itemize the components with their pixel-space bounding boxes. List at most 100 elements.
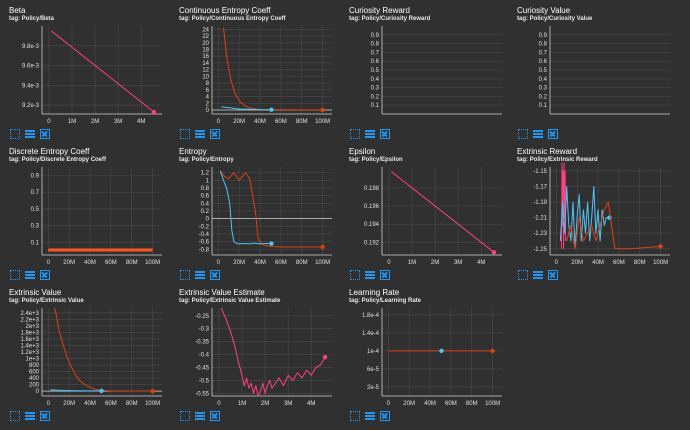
menu-icon[interactable]	[365, 129, 375, 139]
x-tick-label: 100M	[653, 260, 668, 266]
chart-plot[interactable]: 0.192 0.194 0.196 0.198 0 1M 2M 3M 4M	[340, 141, 512, 269]
y-tick-label: 0	[36, 389, 40, 395]
y-tick-label: 2e+3	[25, 324, 39, 330]
y-tick-label: 24	[202, 27, 209, 33]
menu-icon[interactable]	[533, 270, 543, 280]
chart-card-curiosity-reward: Curiosity Reward tag: Policy/Curiosity R…	[340, 0, 512, 143]
chart-plot[interactable]: 02004006008001e+31.2e+31.4e+31.6e+31.8e+…	[0, 282, 172, 410]
chart-plot[interactable]: 0.1 0.2 0.3 0.4 0.5 0.6 0.7 0.8 0.9	[508, 0, 680, 128]
series-line	[219, 170, 272, 245]
menu-icon[interactable]	[25, 411, 35, 421]
series-end-marker	[150, 388, 155, 394]
y-tick-label: -0.55	[195, 391, 209, 397]
chart-plot[interactable]: 9.2e-3 9.4e-3 9.6e-3 9.8e-3 0 1M 2M 3M 4M	[0, 0, 172, 128]
x-tick-label: 4M	[137, 119, 145, 125]
chart-card-extrinsic-value-estimate: Extrinsic Value Estimate tag: Policy/Ext…	[170, 282, 342, 425]
y-tick-label: 10	[202, 74, 209, 80]
chart-plot[interactable]: -0.55 -0.5 -0.45 -0.4 -0.35 -0.3 -0.25 0 1M 2M 3M 4…	[170, 282, 342, 410]
expand-icon[interactable]	[180, 411, 190, 421]
fit-domain-icon[interactable]	[210, 270, 220, 280]
y-tick-label: 14	[202, 61, 209, 67]
fit-domain-icon[interactable]	[210, 411, 220, 421]
chart-plot[interactable]: -1.25 -1.23 -1.21 -1.19 -1.17 -1.15 0 20M 40M 60M…	[508, 141, 680, 269]
chart-tag: tag: Policy/Continuous Entropy Coeff	[179, 16, 286, 22]
x-tick-label: 60M	[105, 401, 117, 407]
x-tick-label: 0	[217, 401, 221, 407]
fit-domain-icon[interactable]	[40, 129, 50, 139]
expand-icon[interactable]	[518, 270, 528, 280]
expand-icon[interactable]	[518, 129, 528, 139]
x-tick-label: 0	[47, 260, 51, 266]
expand-icon[interactable]	[180, 129, 190, 139]
expand-icon[interactable]	[10, 129, 20, 139]
series-end-marker	[490, 348, 495, 354]
fit-domain-icon[interactable]	[210, 129, 220, 139]
menu-icon[interactable]	[195, 129, 205, 139]
y-tick-label: 9.6e-3	[22, 64, 40, 70]
expand-icon[interactable]	[350, 411, 360, 421]
y-tick-label: 16	[202, 54, 209, 60]
y-tick-label: 0.7	[31, 190, 40, 196]
y-tick-label: -1.25	[533, 247, 547, 253]
y-tick-label: 0.9	[539, 33, 548, 39]
x-tick-label: 0	[555, 260, 559, 266]
chart-plot[interactable]: 2e-5 6e-5 1e-4 1.4e-4 1.8e-4 0 20M 40M 60M 80M 100…	[340, 282, 512, 410]
expand-icon[interactable]	[350, 270, 360, 280]
chart-tag: tag: Policy/Beta	[9, 16, 55, 22]
x-tick-label: 20M	[403, 401, 415, 407]
chart-title: Extrinsic Reward	[517, 147, 578, 156]
x-tick-label: 80M	[634, 260, 646, 266]
y-tick-label: 0.1	[31, 240, 40, 246]
fit-domain-icon[interactable]	[548, 270, 558, 280]
fit-domain-icon[interactable]	[380, 129, 390, 139]
y-tick-label: 0.194	[364, 222, 380, 228]
expand-icon[interactable]	[350, 129, 360, 139]
expand-icon[interactable]	[10, 411, 20, 421]
y-tick-label: 0.4	[201, 201, 210, 207]
x-tick-label: 1M	[408, 260, 416, 266]
y-tick-label: 0.2	[371, 94, 380, 100]
chart-card-extrinsic-reward: Extrinsic Reward tag: Policy/Extrinsic R…	[508, 141, 680, 284]
menu-icon[interactable]	[533, 129, 543, 139]
menu-icon[interactable]	[365, 270, 375, 280]
y-tick-label: 1.4e+3	[20, 343, 39, 349]
y-tick-label: 0.8	[201, 186, 210, 192]
y-tick-label: 0.7	[539, 50, 548, 56]
menu-icon[interactable]	[195, 411, 205, 421]
chart-plot[interactable]: -0.8-0.6-0.4-0.200.20.40.60.811.20 20M 40M…	[170, 141, 342, 269]
y-tick-label: -0.5	[199, 378, 210, 384]
series-end-marker	[320, 107, 325, 113]
y-tick-label: 2e-5	[367, 385, 380, 391]
expand-icon[interactable]	[180, 270, 190, 280]
y-tick-label: 400	[29, 376, 40, 382]
y-tick-label: -1.19	[533, 200, 547, 206]
series-line	[220, 307, 326, 397]
fit-domain-icon[interactable]	[380, 411, 390, 421]
expand-icon[interactable]	[10, 270, 20, 280]
x-tick-label: 40M	[84, 401, 96, 407]
fit-domain-icon[interactable]	[548, 129, 558, 139]
y-tick-label: 9.2e-3	[22, 103, 40, 109]
chart-title: Continuous Entropy Coeff	[179, 6, 271, 15]
chart-plot[interactable]: 0.1 0.2 0.3 0.4 0.5 0.6 0.7 0.8 0.9	[340, 0, 512, 128]
menu-icon[interactable]	[365, 411, 375, 421]
fit-domain-icon[interactable]	[40, 270, 50, 280]
menu-icon[interactable]	[25, 270, 35, 280]
y-tick-label: 0	[206, 217, 210, 223]
series-line	[561, 162, 567, 250]
series-end-marker	[269, 107, 274, 112]
fit-domain-icon[interactable]	[380, 270, 390, 280]
series-end-marker	[320, 244, 325, 250]
menu-icon[interactable]	[195, 270, 205, 280]
series-line	[219, 170, 323, 248]
menu-icon[interactable]	[25, 129, 35, 139]
fit-domain-icon[interactable]	[40, 411, 50, 421]
y-tick-label: 1e-4	[367, 349, 380, 355]
x-tick-label: 0	[217, 260, 221, 266]
x-tick-label: 40M	[592, 260, 604, 266]
chart-plot[interactable]: 0.1 0.3 0.5 0.7 0.9 0 20M 40M 60M 80M 100M	[0, 141, 172, 269]
y-tick-label: -0.25	[195, 314, 209, 320]
y-tick-label: 1e+3	[25, 357, 39, 363]
y-tick-label: 0.3	[371, 86, 380, 92]
